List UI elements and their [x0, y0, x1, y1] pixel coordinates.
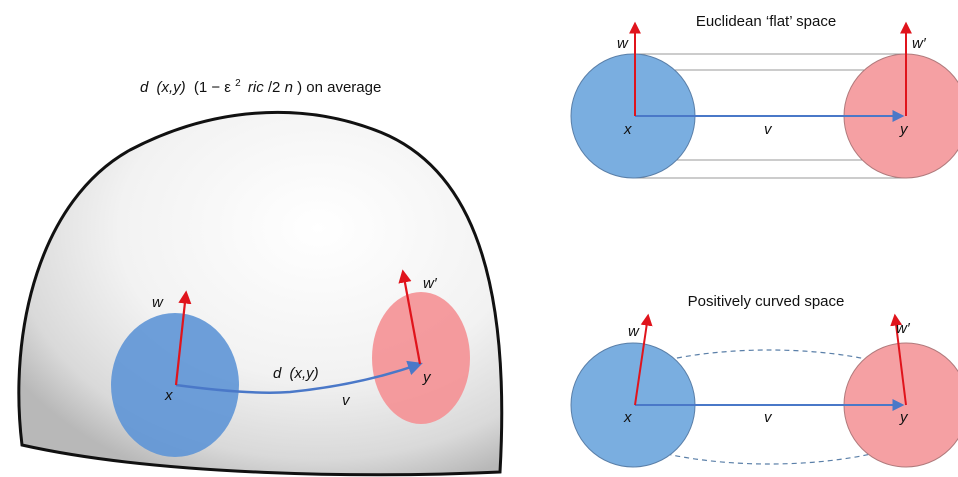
curved-label-w-prime: w′ [896, 320, 911, 337]
dome-caption: d (x,y) (1 − ε 2 ric /2 n ) on average [140, 73, 381, 96]
label-y: y [422, 369, 432, 386]
flat-space-panel: Euclidean ‘flat’ space w w′ x y v [570, 13, 958, 179]
curved-label-w: w [628, 323, 640, 340]
flat-title: Euclidean ‘flat’ space [696, 13, 836, 30]
curved-title: Positively curved space [688, 293, 845, 310]
flat-label-v: v [764, 121, 773, 138]
label-distance: d (x,y) [273, 365, 319, 382]
flat-label-y: y [899, 121, 909, 138]
curved-label-v: v [764, 409, 773, 426]
left-panel: d (x,y) (1 − ε 2 ric /2 n ) on average w… [17, 73, 504, 477]
vector-w-prime [398, 269, 422, 365]
red-disc-y [372, 292, 470, 424]
curved-vector-w-prime [890, 313, 907, 406]
blue-disc-x [111, 313, 239, 457]
label-x: x [164, 387, 173, 404]
label-w-prime: w′ [423, 275, 438, 292]
label-w: w [152, 294, 164, 311]
curved-label-x: x [623, 409, 632, 426]
flat-label-w: w [617, 35, 629, 52]
curved-space-panel: Positively curved space w w′ x y v [570, 293, 958, 468]
flat-label-x: x [623, 121, 632, 138]
curved-vector-w [634, 313, 653, 406]
vector-w [174, 290, 192, 386]
curved-label-y: y [899, 409, 909, 426]
label-v: v [342, 392, 351, 409]
flat-label-w-prime: w′ [912, 35, 927, 52]
geodesic-v [175, 360, 423, 394]
